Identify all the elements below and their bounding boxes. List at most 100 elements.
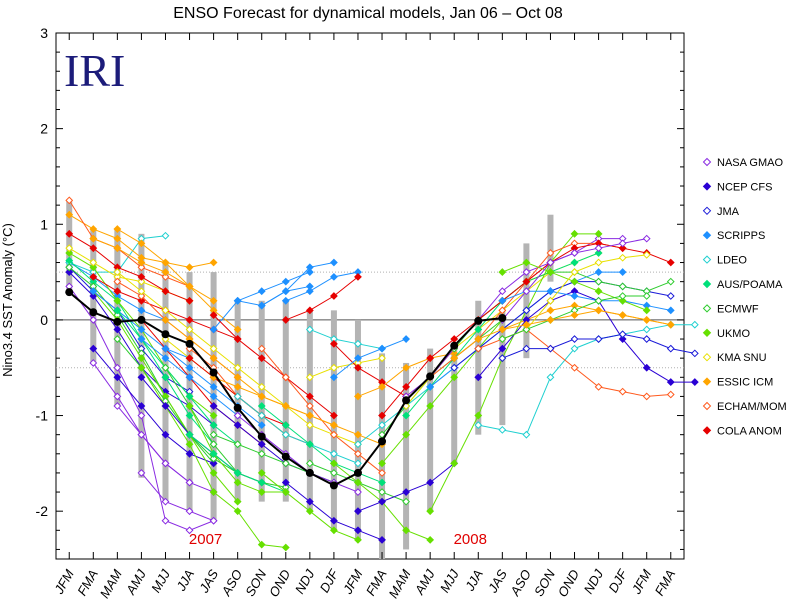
observed-point	[209, 368, 218, 377]
forecast-point	[137, 335, 146, 343]
forecast-point	[137, 402, 146, 410]
reference-lines	[56, 271, 684, 369]
forecast-line	[92, 348, 214, 464]
legend-marker	[702, 426, 712, 435]
observed-point	[89, 308, 98, 317]
forecast-point	[305, 263, 314, 272]
forecast-point	[330, 373, 338, 382]
forecast-point	[690, 349, 699, 358]
forecast-point	[209, 296, 218, 305]
forecast-point	[209, 430, 218, 439]
forecast-point	[113, 277, 122, 286]
forecast-point	[89, 292, 98, 300]
legend-label: ECMWF	[717, 303, 759, 315]
forecast-point	[137, 277, 146, 286]
forecast-point	[666, 320, 675, 329]
forecast-point	[354, 507, 362, 516]
forecast-point	[257, 449, 266, 458]
forecast-point	[402, 335, 410, 343]
forecast-point	[642, 292, 651, 300]
forecast-point	[378, 382, 386, 391]
forecast-point	[498, 268, 507, 276]
forecast-point	[690, 320, 699, 329]
forecast-point	[233, 363, 242, 372]
forecast-point	[305, 325, 314, 334]
forecast-point	[281, 543, 290, 552]
forecast-point	[89, 344, 98, 353]
forecast-point	[137, 354, 146, 363]
forecast-point	[378, 535, 386, 544]
forecast-point	[185, 263, 194, 272]
forecast-line	[117, 228, 238, 330]
forecast-point	[642, 392, 651, 401]
y-tick-label: 0	[40, 312, 48, 328]
legend: NASA GMAO NCEP CFS JMA SCRIPPS LDEO AUS/POAMA…	[702, 157, 786, 437]
forecast-point	[498, 425, 507, 434]
forecast-point	[450, 373, 459, 382]
x-tick-label: DJF	[317, 566, 342, 595]
observed-point	[353, 468, 362, 477]
forecast-point	[594, 268, 603, 276]
forecast-point	[666, 292, 675, 300]
y-tick-label: 3	[40, 25, 48, 41]
legend-marker	[702, 279, 712, 289]
legend-label: ECHAM/MOM	[717, 401, 786, 413]
forecast-point	[161, 516, 170, 525]
forecast-point	[233, 411, 242, 420]
spread-bar	[234, 300, 241, 502]
forecast-point	[354, 392, 362, 401]
forecast-point	[474, 421, 483, 430]
forecast-point	[185, 440, 194, 449]
forecast-point	[594, 277, 603, 286]
forecast-point	[185, 392, 194, 401]
forecast-point	[89, 263, 98, 272]
forecast-point	[594, 258, 603, 267]
forecast-point	[89, 359, 98, 367]
forecast-point	[209, 516, 218, 525]
forecast-point	[474, 344, 483, 353]
forecast-point	[185, 373, 194, 382]
legend-marker	[702, 157, 712, 167]
forecast-point	[281, 296, 290, 305]
forecast-point	[137, 287, 146, 296]
forecast-point	[330, 339, 338, 348]
observed-point	[329, 481, 338, 490]
forecast-point	[378, 411, 386, 420]
forecast-point	[209, 402, 218, 410]
forecast-point	[546, 306, 555, 315]
forecast-point	[546, 268, 555, 276]
forecast-point	[65, 244, 74, 253]
forecast-point	[354, 354, 362, 363]
x-tick-label: JJA	[462, 567, 486, 594]
legend-marker	[702, 352, 712, 362]
forecast-point	[474, 411, 483, 420]
observed-line	[65, 288, 507, 490]
forecast-point	[402, 526, 410, 535]
forecast-point	[618, 292, 627, 300]
forecast-point	[618, 387, 627, 396]
legend-label: UKMO	[717, 328, 750, 340]
spread-bar	[354, 319, 361, 540]
y-axis-label: Nino3.4 SST Anomaly (°C)	[0, 223, 15, 377]
forecast-point	[594, 306, 603, 315]
forecast-point	[594, 244, 603, 253]
forecast-point	[113, 244, 122, 253]
forecast-line	[502, 290, 671, 311]
x-tick-label: OND	[266, 567, 293, 600]
forecast-line	[141, 472, 214, 522]
forecast-point	[257, 301, 266, 310]
forecast-point	[137, 272, 146, 281]
forecast-point	[450, 363, 459, 372]
forecast-point	[209, 258, 218, 267]
forecast-point	[89, 287, 98, 296]
forecast-point	[666, 277, 675, 286]
forecast-point	[522, 344, 531, 353]
forecast-point	[402, 382, 410, 391]
forecast-line	[309, 329, 383, 350]
forecast-point	[113, 296, 122, 305]
forecast-point	[185, 354, 194, 363]
forecast-point	[65, 268, 74, 276]
forecast-point	[161, 354, 170, 363]
spread-bar	[403, 362, 410, 550]
